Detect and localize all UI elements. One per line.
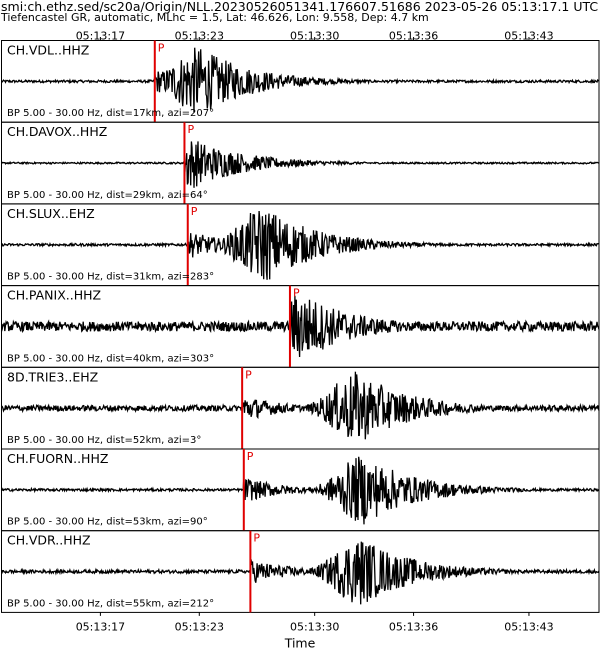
p-pick-label: P [158,42,165,55]
top-tick-label: 05:13:17 [76,30,125,43]
p-pick-label: P [247,450,254,463]
top-tick-label: 05:13:43 [504,30,553,43]
p-pick-label: P [253,532,260,545]
chart-title: smi:ch.ethz.sed/sc20a/Origin/NLL.2023052… [1,0,599,14]
filter-label: BP 5.00 - 30.00 Hz, dist=55km, azi=212° [7,598,214,609]
station-name: 8D.TRIE3..EHZ [7,369,98,384]
station-name: CH.VDL..HHZ [7,43,89,58]
bottom-tick-label: 05:13:17 [76,620,125,633]
station-name: CH.VDR..HHZ [7,533,91,548]
bottom-tick-label: 05:13:23 [175,620,224,633]
chart-subtitle: Tiefencastel GR, automatic, MLhc = 1.5, … [1,11,429,24]
filter-label: BP 5.00 - 30.00 Hz, dist=52km, azi=3° [7,435,201,446]
waveform-trace [0,541,600,605]
top-tick-label: 05:13:36 [389,30,438,43]
x-axis-label: Time [284,635,316,650]
filter-label: BP 5.00 - 30.00 Hz, dist=53km, azi=90° [7,517,208,528]
p-pick-label: P [293,287,300,300]
p-pick-label: P [187,123,194,136]
waveform-trace [1,371,600,440]
waveform-trace [0,295,600,358]
waveform-trace [1,141,600,188]
station-name: CH.PANIX..HHZ [7,288,101,303]
p-pick-label: P [245,368,252,381]
station-name: CH.FUORN..HHZ [7,451,108,466]
bottom-tick-label: 05:13:43 [504,620,553,633]
filter-label: BP 5.00 - 30.00 Hz, dist=31km, azi=283° [7,272,214,283]
bottom-tick-label: 05:13:36 [389,620,438,633]
top-tick-label: 05:13:30 [290,30,339,43]
p-pick-label: P [191,205,198,218]
waveform-trace [1,210,600,280]
filter-label: BP 5.00 - 30.00 Hz, dist=17km, azi=207° [7,108,214,119]
waveform-trace [1,47,600,113]
top-tick-label: 05:13:23 [175,30,224,43]
filter-label: BP 5.00 - 30.00 Hz, dist=29km, azi=64° [7,190,208,201]
waveform-trace [1,456,600,525]
station-name: CH.DAVOX..HHZ [7,124,107,139]
filter-label: BP 5.00 - 30.00 Hz, dist=40km, azi=303° [7,353,214,364]
station-name: CH.SLUX..EHZ [7,206,95,221]
bottom-tick-label: 05:13:30 [290,620,339,633]
